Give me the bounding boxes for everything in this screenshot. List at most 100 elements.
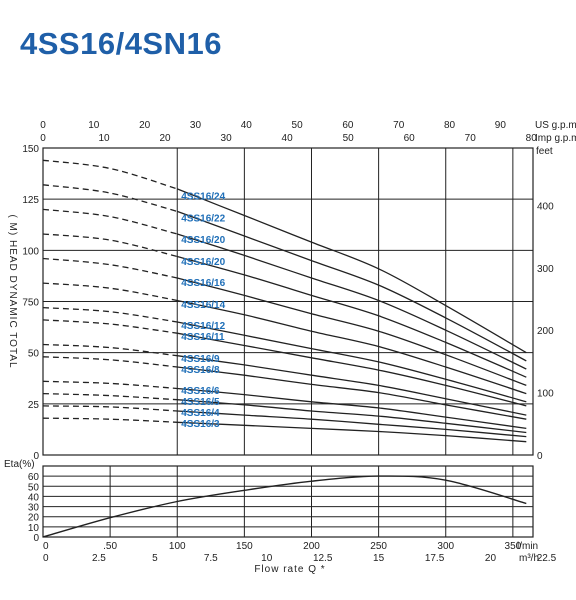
curve-label-7: 4SS16/11	[181, 332, 225, 343]
m3h-tick-label: 12.5	[313, 553, 333, 564]
head-y-tick-label: 0	[33, 451, 39, 462]
lpm-tick-label: 200	[303, 541, 320, 552]
imp-gpm-tick-label: 40	[282, 133, 294, 144]
curve-label-6: 4SS16/12	[181, 321, 225, 332]
m3h-tick-label: 7.5	[204, 553, 218, 564]
head-curve-dashed-4	[42, 257, 178, 279]
head-curve-solid-8	[177, 355, 527, 416]
us-gpm-tick-label: 30	[190, 120, 202, 131]
imp-gpm-unit-label: Imp g.p.m	[535, 133, 576, 144]
head-curve-solid-4	[177, 277, 527, 387]
head-curve-dashed-13	[42, 417, 178, 423]
eta-y-tick-label: 40	[28, 492, 40, 503]
eta-y-tick-label: 60	[28, 472, 40, 483]
us-gpm-tick-label: 90	[495, 120, 507, 131]
curve-label-4: 4SS16/16	[181, 278, 225, 289]
curve-label-12: 4SS16/4	[181, 408, 220, 419]
imp-gpm-tick-label: 0	[40, 133, 46, 144]
head-y-axis-label: ( M) HEAD DYNAMIC TOTAL	[7, 214, 18, 368]
imp-gpm-tick-label: 60	[404, 133, 416, 144]
imp-gpm-tick-label: 10	[98, 133, 110, 144]
feet-tick-label: 400	[537, 201, 554, 212]
us-gpm-tick-label: 70	[393, 120, 405, 131]
lpm-tick-label: 300	[437, 541, 454, 552]
curve-label-1: 4SS16/22	[181, 213, 225, 224]
head-curve-solid-10	[177, 387, 527, 430]
us-gpm-tick-label: 10	[88, 120, 100, 131]
head-curve-dashed-7	[42, 319, 178, 334]
head-curve-solid-9	[177, 366, 527, 420]
curve-label-9: 4SS16/8	[181, 365, 220, 376]
imp-gpm-tick-label: 50	[343, 133, 355, 144]
feet-unit-label: feet	[536, 146, 553, 157]
head-curve-solid-5	[177, 299, 527, 395]
imp-gpm-tick-label: 30	[221, 133, 233, 144]
chart-title: 4SS16/4SN16	[20, 26, 222, 61]
m3h-unit-label: m³/h	[519, 553, 539, 564]
curve-label-11: 4SS16/5	[181, 397, 220, 408]
curve-label-0: 4SS16/24	[181, 191, 225, 202]
head-curve-solid-3	[177, 255, 527, 378]
m3h-tick-label: 5	[152, 553, 158, 564]
m3h-tick-label: 22.5	[537, 553, 557, 564]
head-curve-dashed-0	[42, 159, 178, 190]
head-curve-dashed-5	[42, 282, 178, 302]
eta-y-tick-label: 20	[28, 513, 40, 524]
eta-y-tick-label: 50	[28, 482, 40, 493]
imp-gpm-tick-label: 70	[465, 133, 477, 144]
lpm-tick-label: 250	[370, 541, 387, 552]
m3h-tick-label: 20	[485, 553, 497, 564]
lpm-tick-label: .50	[103, 541, 117, 552]
lpm-tick-label: 350	[505, 541, 522, 552]
head-y-tick-label: 125	[22, 195, 39, 206]
imp-gpm-tick-label: 20	[159, 133, 171, 144]
us-gpm-tick-label: 50	[292, 120, 304, 131]
lpm-tick-label: 150	[236, 541, 253, 552]
head-curve-solid-12	[177, 410, 527, 438]
curve-label-8: 4SS16/9	[181, 354, 220, 365]
head-curve-solid-0	[176, 188, 527, 354]
efficiency-curve	[42, 475, 527, 538]
feet-tick-label: 100	[537, 389, 554, 400]
lpm-tick-label: 100	[169, 541, 186, 552]
m3h-tick-label: 2.5	[92, 553, 106, 564]
feet-tick-label: 200	[537, 326, 554, 337]
head-curve-solid-11	[177, 399, 527, 434]
m3h-tick-label: 0	[43, 553, 49, 564]
head-curve-dashed-9	[42, 356, 178, 368]
curve-label-13: 4SS16/3	[181, 419, 220, 430]
head-curve-dashed-8	[42, 343, 178, 357]
curve-label-3: 4SS16/20	[181, 257, 225, 268]
eta-y-tick-label: 30	[28, 503, 40, 514]
eta-plot-frame	[42, 465, 534, 538]
lpm-unit-label: l/min	[517, 541, 538, 552]
head-curve-solid-13	[177, 421, 527, 443]
feet-tick-label: 0	[537, 451, 543, 462]
head-curve-dashed-11	[42, 392, 178, 401]
head-y-tick-label: 50	[28, 349, 40, 360]
eta-y-tick-label: 0	[33, 533, 39, 544]
head-curve-dashed-3	[42, 233, 178, 258]
m3h-tick-label: 10	[261, 553, 273, 564]
m3h-tick-label: 15	[373, 553, 385, 564]
us-gpm-unit-label: US g.p.m	[535, 120, 576, 131]
us-gpm-tick-label: 80	[444, 120, 456, 131]
curve-label-5: 4SS16/14	[181, 300, 225, 311]
head-y-tick-label: 25	[28, 400, 40, 411]
head-curve-solid-7	[177, 332, 527, 407]
us-gpm-tick-label: 0	[40, 120, 46, 131]
head-curve-dashed-10	[42, 380, 178, 390]
imp-gpm-tick-label: 80	[526, 133, 538, 144]
head-curve-solid-1	[176, 210, 527, 362]
us-gpm-tick-label: 20	[139, 120, 151, 131]
flow-rate-label: Flow rate Q *	[254, 564, 325, 575]
us-gpm-tick-label: 60	[342, 120, 354, 131]
eta-y-tick-label: 10	[28, 523, 40, 534]
head-curve-solid-6	[177, 321, 527, 403]
curve-label-2: 4SS16/20	[181, 235, 225, 246]
head-curve-dashed-12	[42, 405, 178, 412]
m3h-tick-label: 17.5	[425, 553, 445, 564]
curve-label-10: 4SS16/6	[181, 386, 220, 397]
eta-y-axis-label: Eta(%)	[4, 459, 35, 470]
